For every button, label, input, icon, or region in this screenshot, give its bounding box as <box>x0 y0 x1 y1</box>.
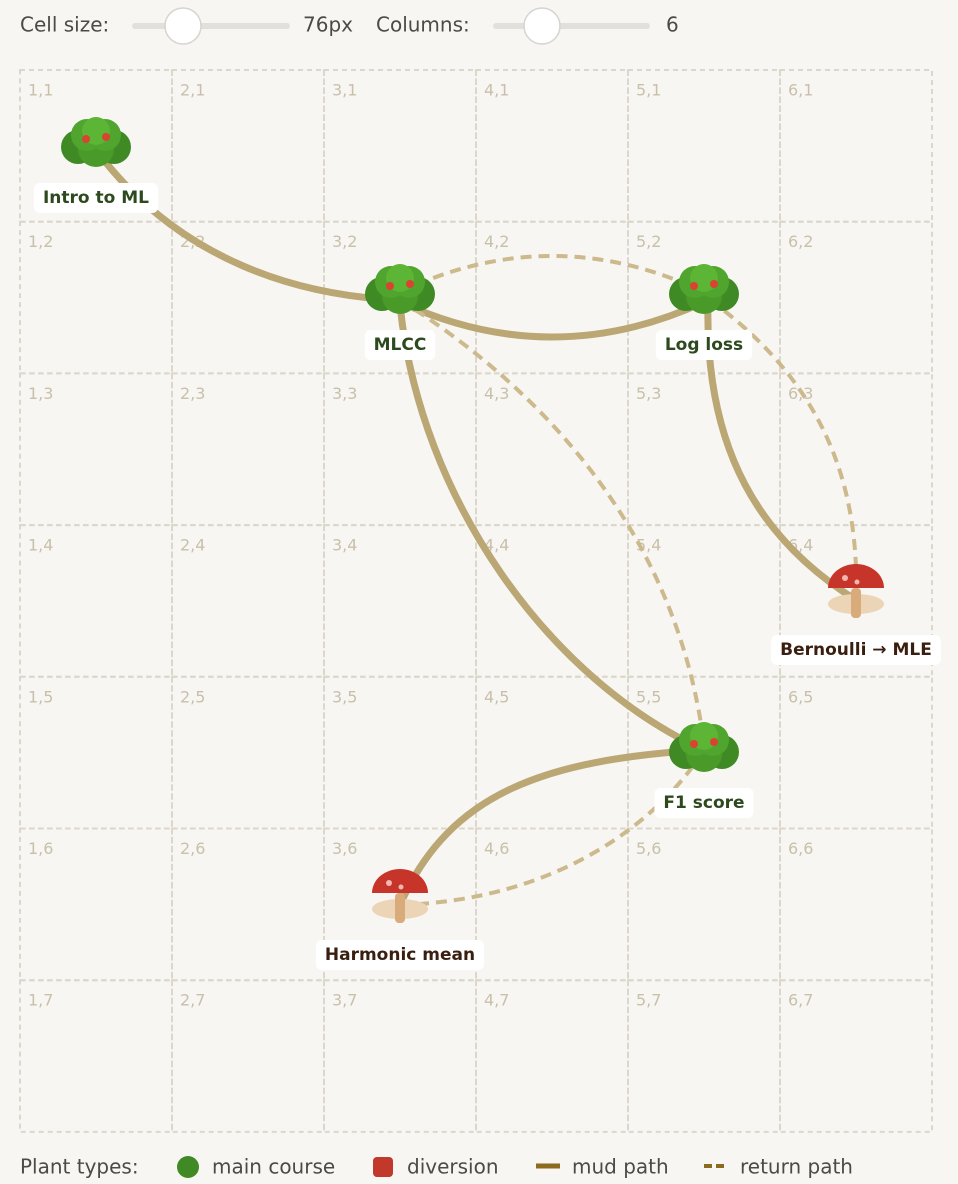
cell-label: 4,6 <box>484 839 509 858</box>
grid-cell <box>779 979 933 1133</box>
columns-value: 6 <box>666 13 679 37</box>
cell-label: 5,1 <box>636 81 661 100</box>
node-label-bg <box>364 330 436 360</box>
mushroom-dot <box>398 884 404 890</box>
cell-label: 1,1 <box>28 81 53 100</box>
node-label: Harmonic mean <box>325 945 475 965</box>
cell-label: 1,5 <box>28 687 53 706</box>
return-path <box>399 748 706 907</box>
cell-label: 6,1 <box>788 81 813 100</box>
mushroom-dot <box>854 579 860 585</box>
node-label: Intro to ML <box>43 188 149 208</box>
cell-label: 1,2 <box>28 232 53 251</box>
cell-label: 3,4 <box>332 536 357 555</box>
tree-fruit <box>710 738 718 746</box>
cell-label: 5,3 <box>636 384 661 403</box>
return-path <box>398 298 706 746</box>
cell-label: 5,6 <box>636 839 661 858</box>
node-label: MLCC <box>374 335 427 355</box>
tree-plant <box>669 722 739 772</box>
legend-item: main course <box>212 1155 335 1179</box>
mushroom-cap <box>828 564 884 588</box>
tree-fruit <box>406 280 414 288</box>
tree-fruit <box>690 282 698 290</box>
cell-label: 1,6 <box>28 839 53 858</box>
tree-fruit <box>710 280 718 288</box>
cell-label: 3,6 <box>332 839 357 858</box>
cell-label: 2,1 <box>180 81 205 100</box>
tree-plant <box>61 117 131 167</box>
cell-label: 2,3 <box>180 384 205 403</box>
tree-fruit <box>690 740 698 748</box>
cell-label: 4,4 <box>484 536 509 555</box>
legend-title: Plant types: <box>20 1155 139 1179</box>
mushroom-dot <box>386 880 392 886</box>
cell-label: 4,7 <box>484 991 509 1010</box>
node-label-bg <box>654 788 754 818</box>
cell-label: 3,3 <box>332 384 357 403</box>
tree-plant <box>669 264 739 314</box>
cell-label: 3,2 <box>332 232 357 251</box>
mud-path <box>704 301 860 604</box>
node-label: Bernoulli → MLE <box>780 640 932 660</box>
node-label-bg <box>33 183 159 213</box>
cell-size-thumb[interactable] <box>164 7 202 45</box>
cell-label: 5,7 <box>636 991 661 1010</box>
cell-size-label: Cell size: <box>20 13 109 37</box>
mud-path <box>396 298 708 341</box>
return-path <box>399 254 705 294</box>
legend-item: diversion <box>407 1155 499 1179</box>
columns-label: Columns: <box>376 13 470 37</box>
cell-label: 1,4 <box>28 536 53 555</box>
tree-fruit <box>102 133 110 141</box>
cell-label: 2,5 <box>180 687 205 706</box>
mushroom-cap <box>372 869 428 893</box>
mushroom-stem <box>395 893 405 923</box>
cell-label: 3,7 <box>332 991 357 1010</box>
mud-path <box>396 301 708 754</box>
diversion-plant <box>372 869 428 923</box>
tree-fruit <box>82 135 90 143</box>
legend-swatch <box>177 1156 199 1178</box>
cell-label: 4,1 <box>484 81 509 100</box>
node-label: Log loss <box>665 335 743 355</box>
cell-size-value: 76px <box>303 13 353 37</box>
cell-size-track[interactable] <box>132 23 290 29</box>
columns-thumb[interactable] <box>523 7 561 45</box>
node-label-bg <box>655 330 753 360</box>
columns-track[interactable] <box>493 23 650 29</box>
mushroom-stem <box>851 588 861 618</box>
cell-label: 1,7 <box>28 991 53 1010</box>
legend-item: mud path <box>572 1155 669 1179</box>
legend-item: return path <box>740 1155 853 1179</box>
node-label-bg <box>315 940 485 970</box>
mud-path <box>396 746 704 909</box>
cell-label: 3,5 <box>332 687 357 706</box>
cell-label: 4,3 <box>484 384 509 403</box>
node-label: F1 score <box>663 793 744 813</box>
cell-label: 5,5 <box>636 687 661 706</box>
cell-label: 4,5 <box>484 687 509 706</box>
cell-label: 2,7 <box>180 991 205 1010</box>
cell-label: 5,2 <box>636 232 661 251</box>
mushroom-dot <box>842 575 848 581</box>
cell-label: 2,6 <box>180 839 205 858</box>
cell-label: 6,5 <box>788 687 813 706</box>
cell-label: 1,3 <box>28 384 53 403</box>
cell-label: 6,6 <box>788 839 813 858</box>
cell-label: 6,7 <box>788 991 813 1010</box>
diversion-plant <box>828 564 884 618</box>
cell-label: 4,2 <box>484 232 509 251</box>
cell-label: 3,1 <box>332 81 357 100</box>
tree-fruit <box>386 282 394 290</box>
cell-label: 6,2 <box>788 232 813 251</box>
legend-swatch <box>373 1157 393 1177</box>
cell-label: 2,4 <box>180 536 205 555</box>
node-label-bg <box>771 635 941 665</box>
tree-plant <box>365 264 435 314</box>
